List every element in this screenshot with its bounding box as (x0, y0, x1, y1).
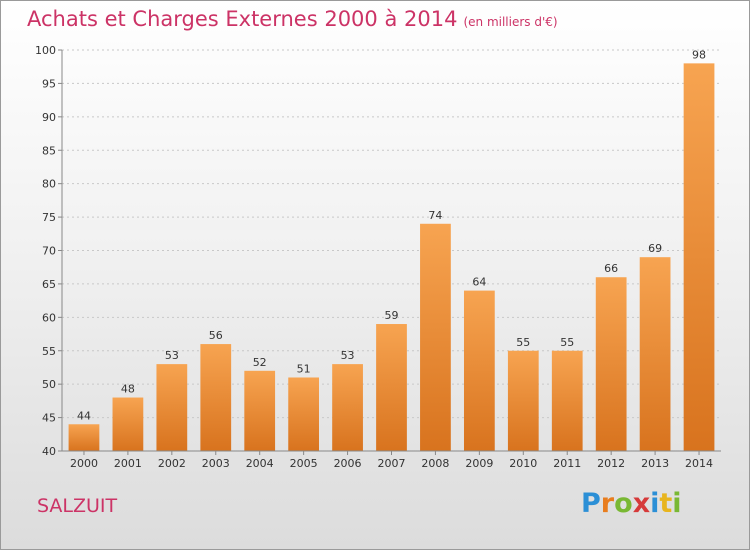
logo-letter: i (650, 488, 660, 519)
x-axis: 2000 2001 2002 2003 2004 2005 2006 2007 2008 2009… (62, 450, 721, 470)
x-tick-label: 2007 (378, 457, 406, 470)
chart-title-text: Achats et Charges Externes 2000 à 2014 (27, 7, 458, 31)
bar (112, 397, 144, 451)
chart-unit: (en milliers d'€) (463, 15, 558, 29)
data-label: 48 (121, 383, 135, 396)
bar (420, 223, 451, 451)
bar (332, 364, 363, 451)
y-tick-label: 70 (42, 245, 56, 258)
x-tick-label: 2001 (114, 457, 142, 470)
bar (156, 364, 188, 451)
x-tick-label: 2004 (246, 457, 274, 470)
x-tick-label: 2005 (290, 457, 318, 470)
y-axis: 40 45 50 55 60 65 70 75 80 85 90 95 100 (35, 44, 63, 458)
bar (376, 324, 407, 451)
data-label: 55 (560, 336, 574, 349)
x-tick-label: 2003 (202, 457, 230, 470)
data-label: 59 (385, 309, 399, 322)
data-label: 56 (209, 329, 223, 342)
bar (595, 277, 627, 451)
x-tick-label: 2014 (685, 457, 713, 470)
y-tick-label: 80 (42, 178, 56, 191)
y-tick-label: 90 (42, 111, 56, 124)
y-tick-label: 85 (42, 144, 56, 157)
data-label: 44 (77, 409, 91, 422)
y-tick-label: 60 (42, 311, 56, 324)
data-label: 53 (165, 349, 179, 362)
bar (551, 350, 583, 451)
data-label: 69 (648, 242, 662, 255)
bar (68, 424, 100, 451)
x-tick-label: 2009 (465, 457, 493, 470)
bar (507, 350, 539, 451)
x-tick-label: 2012 (597, 457, 625, 470)
logo-letter: t (659, 488, 673, 519)
data-label: 55 (516, 336, 530, 349)
logo-letter: r (600, 488, 615, 519)
data-label: 66 (604, 262, 618, 275)
x-tick-label: 2006 (334, 457, 362, 470)
x-tick-label: 2013 (641, 457, 669, 470)
y-tick-label: 50 (42, 378, 56, 391)
bar (244, 370, 276, 451)
bar (200, 344, 232, 451)
logo-letter: i (672, 488, 682, 519)
proxiti-logo[interactable]: Proxiti (581, 488, 682, 519)
bars: 44 48 53 56 52 51 53 59 74 64 55 55 66 69 98 (68, 48, 715, 451)
x-tick-label: 2000 (70, 457, 98, 470)
data-label: 52 (253, 356, 267, 369)
chart-title: Achats et Charges Externes 2000 à 2014 (e… (27, 7, 558, 31)
bar (288, 377, 320, 451)
data-label: 53 (341, 349, 355, 362)
data-label: 98 (692, 48, 706, 61)
bar (639, 257, 671, 451)
y-tick-label: 95 (42, 77, 56, 90)
logo-letter: P (581, 488, 601, 519)
y-tick-label: 75 (42, 211, 56, 224)
bar (683, 63, 715, 451)
y-tick-label: 45 (42, 412, 56, 425)
bar (463, 290, 495, 451)
data-label: 64 (472, 276, 486, 289)
x-tick-label: 2008 (421, 457, 449, 470)
x-tick-label: 2010 (509, 457, 537, 470)
logo-letter: x (632, 488, 651, 519)
commune-name: SALZUIT (37, 495, 118, 517)
y-tick-label: 55 (42, 345, 56, 358)
data-label: 74 (428, 209, 442, 222)
y-tick-label: 100 (35, 44, 56, 57)
y-tick-label: 40 (42, 445, 56, 458)
x-tick-label: 2002 (158, 457, 186, 470)
logo-letter: o (614, 488, 633, 519)
x-tick-label: 2011 (553, 457, 581, 470)
y-tick-label: 65 (42, 278, 56, 291)
data-label: 51 (297, 362, 311, 375)
